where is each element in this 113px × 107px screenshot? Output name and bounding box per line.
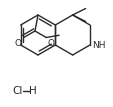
Text: Cl: Cl	[13, 86, 23, 96]
Text: O: O	[15, 39, 22, 48]
Text: H: H	[29, 86, 36, 96]
Text: O: O	[47, 39, 54, 48]
Text: NH: NH	[91, 41, 105, 50]
